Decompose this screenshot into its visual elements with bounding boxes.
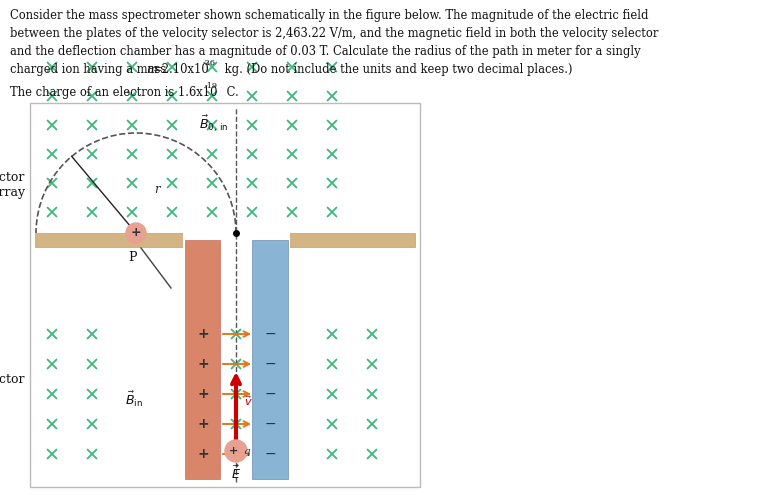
Text: +: + bbox=[198, 387, 209, 401]
Text: The charge of an electron is 1.6x10: The charge of an electron is 1.6x10 bbox=[10, 86, 218, 99]
Bar bbox=[183, 232, 290, 248]
Bar bbox=[30, 103, 420, 487]
Text: Detector
array: Detector array bbox=[0, 171, 25, 199]
Text: −: − bbox=[264, 417, 276, 431]
Text: C.: C. bbox=[223, 86, 239, 99]
Text: +: + bbox=[198, 447, 209, 461]
Text: $\vec{B}_{\mathrm{in}}$: $\vec{B}_{\mathrm{in}}$ bbox=[125, 389, 143, 409]
Text: -26: -26 bbox=[203, 59, 216, 67]
Text: r: r bbox=[154, 183, 160, 196]
Text: between the plates of the velocity selector is 2,463.22 V/m, and the magnetic fi: between the plates of the velocity selec… bbox=[10, 27, 659, 40]
Bar bbox=[35, 233, 415, 247]
Text: Velocity selector: Velocity selector bbox=[0, 373, 25, 386]
Text: -19: -19 bbox=[205, 82, 218, 90]
Text: +: + bbox=[198, 357, 209, 371]
Text: =2.10x10: =2.10x10 bbox=[153, 63, 210, 76]
Circle shape bbox=[225, 440, 247, 462]
Text: −: − bbox=[264, 357, 276, 371]
Text: charged ion having a mass: charged ion having a mass bbox=[10, 63, 170, 76]
Text: +: + bbox=[229, 446, 239, 456]
Text: +: + bbox=[198, 327, 209, 341]
Text: $\vec{B}_{0,\,\mathrm{in}}$: $\vec{B}_{0,\,\mathrm{in}}$ bbox=[198, 113, 228, 134]
Text: +: + bbox=[198, 417, 209, 431]
Text: q: q bbox=[243, 447, 250, 456]
Text: kg. (Do not include the units and keep two decimal places.): kg. (Do not include the units and keep t… bbox=[221, 63, 573, 76]
Text: −: − bbox=[264, 327, 276, 341]
Text: −: − bbox=[264, 447, 276, 461]
Bar bbox=[185, 240, 220, 479]
Text: Consider the mass spectrometer shown schematically in the figure below. The magn: Consider the mass spectrometer shown sch… bbox=[10, 9, 649, 22]
Text: and the deflection chamber has a magnitude of 0.03 T. Calculate the radius of th: and the deflection chamber has a magnitu… bbox=[10, 45, 641, 58]
Text: m: m bbox=[146, 63, 157, 76]
Text: +: + bbox=[131, 227, 141, 240]
Bar bbox=[252, 240, 288, 479]
Text: −: − bbox=[264, 387, 276, 401]
Text: P: P bbox=[129, 251, 137, 264]
Text: $\vec{v}$: $\vec{v}$ bbox=[244, 395, 253, 408]
Text: $\vec{E}$: $\vec{E}$ bbox=[231, 465, 241, 482]
Circle shape bbox=[126, 223, 146, 243]
